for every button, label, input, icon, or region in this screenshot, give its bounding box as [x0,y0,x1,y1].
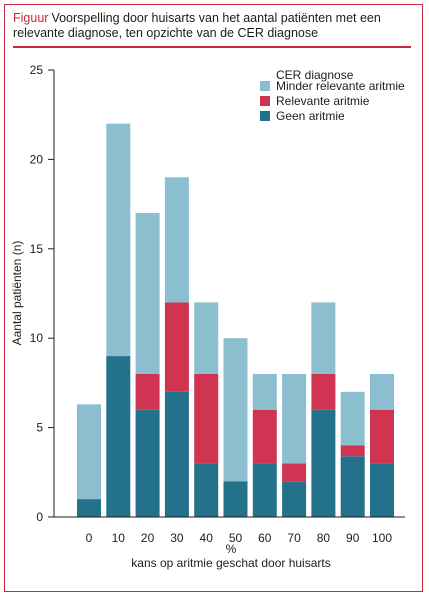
x-tick-label-60: 60 [258,531,272,545]
bar-geen-aritmie-0 [77,499,101,517]
bar-geen-aritmie-20 [135,409,160,517]
x-tick-label-40: 40 [200,531,214,545]
axes [53,70,405,518]
bar-geen-aritmie-30 [164,391,189,517]
x-tick-label-50: 50 [229,531,243,545]
bar-minder-relevante-aritmie-40 [194,302,219,374]
bar-geen-aritmie-100 [370,463,394,517]
legend-swatch-minder-relevante-aritmie [260,81,270,91]
y-tick-label-0: 0 [36,510,43,524]
x-tick-label-10: 10 [112,531,126,545]
y-tick-label-10: 10 [30,331,44,345]
figure-label: Figuur [13,11,49,25]
bar-geen-aritmie-70 [282,481,307,517]
bar-relevante-aritmie-80 [311,373,336,410]
x-tick-label-100: 100 [372,531,392,545]
bar-relevante-aritmie-20 [135,373,160,410]
bars [77,123,394,517]
bar-geen-aritmie-10 [106,356,131,517]
x-axis-unit: % [226,542,237,556]
bar-relevante-aritmie-60 [252,409,277,464]
bar-relevante-aritmie-70 [282,463,307,482]
x-tick-label-70: 70 [287,531,301,545]
figure-frame [4,4,423,592]
bar-minder-relevante-aritmie-80 [311,302,336,374]
legend-title: CER diagnose [276,68,354,82]
legend-label-relevante-aritmie: Relevante aritmie [276,94,370,108]
bar-minder-relevante-aritmie-50 [223,338,248,482]
bar-minder-relevante-aritmie-30 [164,177,189,303]
legend-label-geen-aritmie: Geen aritmie [276,109,345,123]
x-tick-label-0: 0 [86,531,93,545]
bar-minder-relevante-aritmie-100 [370,373,394,410]
x-tick-label-30: 30 [170,531,184,545]
bar-geen-aritmie-90 [340,456,365,517]
bar-minder-relevante-aritmie-10 [106,123,131,357]
y-tick-label-15: 15 [30,242,44,256]
bar-minder-relevante-aritmie-0 [77,404,101,500]
bar-geen-aritmie-40 [194,463,219,517]
y-tick-label-20: 20 [30,152,44,166]
figure-title: Voorspelling door huisarts van het aanta… [13,11,381,40]
bar-minder-relevante-aritmie-90 [340,391,365,446]
x-axis-label: kans op aritmie geschat door huisarts [131,556,330,570]
bar-minder-relevante-aritmie-20 [135,213,160,374]
bar-geen-aritmie-80 [311,409,336,517]
bar-relevante-aritmie-100 [370,409,394,464]
x-tick-label-90: 90 [346,531,360,545]
y-tick-label-25: 25 [30,63,44,77]
bar-relevante-aritmie-90 [340,445,365,457]
x-tick-label-20: 20 [141,531,155,545]
bar-relevante-aritmie-30 [164,302,189,392]
bar-minder-relevante-aritmie-70 [282,373,307,464]
legend-label-minder-relevante-aritmie: Minder relevante aritmie [276,79,405,93]
x-tick-label-80: 80 [317,531,331,545]
figure-header: Figuur Voorspelling door huisarts van het… [13,11,408,41]
bar-relevante-aritmie-40 [194,373,219,464]
y-ticks: 0 5 10 15 20 25 [30,63,54,524]
bar-minder-relevante-aritmie-60 [252,373,277,410]
legend-swatch-geen-aritmie [260,111,270,121]
x-ticks: 0 10 20 30 40 50 60 70 80 90 100 [86,531,393,545]
y-axis-label: Aantal patiënten (n) [10,241,24,346]
legend-swatch-relevante-aritmie [260,96,270,106]
bar-geen-aritmie-50 [223,481,248,517]
y-tick-label-5: 5 [36,421,43,435]
header-rule [13,46,411,48]
bar-geen-aritmie-60 [252,463,277,517]
